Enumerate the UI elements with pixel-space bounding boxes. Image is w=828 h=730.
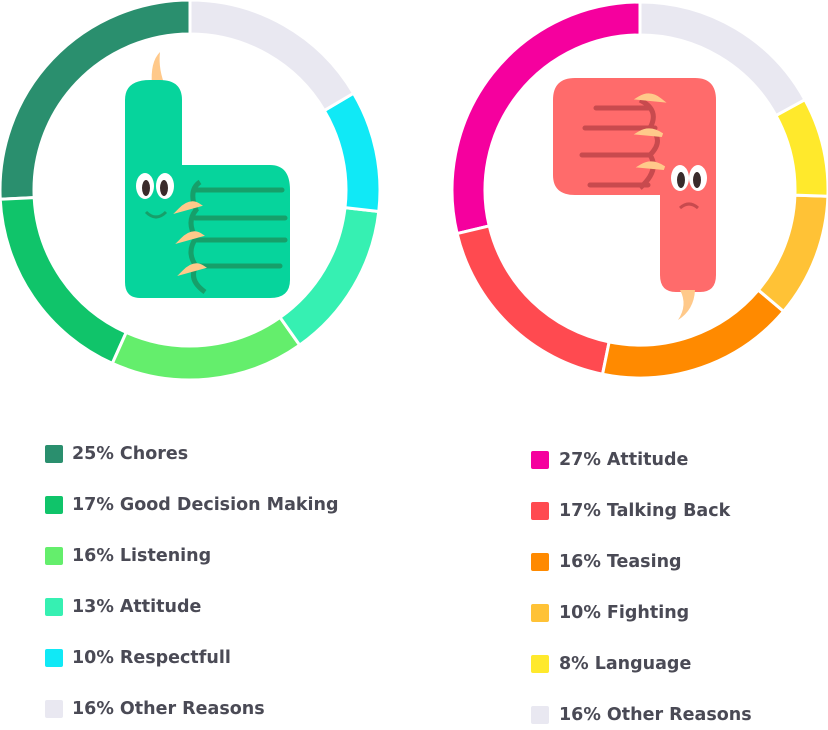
donut-segment xyxy=(277,205,381,348)
legend-label: 16% Listening xyxy=(72,546,211,566)
legend-label: 16% Other Reasons xyxy=(559,705,752,725)
donut-segment xyxy=(455,224,611,377)
donut-segment xyxy=(322,91,382,214)
legend-label: 17% Good Decision Making xyxy=(72,495,339,515)
legend-name: Good Decision Making xyxy=(120,495,339,515)
legend-swatch xyxy=(45,496,63,514)
donut-segment xyxy=(600,287,786,380)
legend-label: 16% Teasing xyxy=(559,552,682,572)
legend-swatch xyxy=(531,604,549,622)
legend-name: Listening xyxy=(120,546,211,566)
legend-value: 16% xyxy=(72,546,114,566)
legend-value: 27% xyxy=(559,450,601,470)
legend-value: 25% xyxy=(72,444,114,464)
legend-value: 8% xyxy=(559,654,589,674)
legend-label: 8% Language xyxy=(559,654,691,674)
legend-name: Fighting xyxy=(607,603,689,623)
legend-name: Language xyxy=(595,654,692,674)
legend-name: Attitude xyxy=(607,450,689,470)
legend-name: Other Reasons xyxy=(120,699,265,719)
legend-swatch xyxy=(531,706,549,724)
thumbs-up-illustration xyxy=(125,52,290,298)
legend-swatch xyxy=(531,451,549,469)
donut-segment xyxy=(638,0,807,118)
legend-swatch xyxy=(531,655,549,673)
legend-swatch xyxy=(531,553,549,571)
legend-value: 16% xyxy=(559,552,601,572)
legend-swatch xyxy=(45,598,63,616)
legend-value: 10% xyxy=(559,603,601,623)
legend-value: 17% xyxy=(559,501,601,521)
legend-label: 27% Attitude xyxy=(559,450,689,470)
donut-segment xyxy=(188,0,356,113)
legend-label: 16% Other Reasons xyxy=(72,699,265,719)
legend-value: 16% xyxy=(559,705,601,725)
legend-value: 17% xyxy=(72,495,114,515)
legend-label: 25% Chores xyxy=(72,444,188,464)
donut-segment xyxy=(110,315,302,382)
legend-swatch xyxy=(45,547,63,565)
legend-label: 10% Fighting xyxy=(559,603,689,623)
legend-name: Respectfull xyxy=(120,648,231,668)
legend-swatch xyxy=(45,445,63,463)
donut-segment xyxy=(0,196,129,366)
legend-label: 13% Attitude xyxy=(72,597,202,617)
donut-segment xyxy=(773,97,828,198)
legend-value: 16% xyxy=(72,699,114,719)
legend-label: 10% Respectfull xyxy=(72,648,231,668)
legend-name: Attitude xyxy=(120,597,202,617)
legend-name: Teasing xyxy=(607,552,682,572)
legend-swatch xyxy=(45,649,63,667)
legend-value: 10% xyxy=(72,648,114,668)
legend-value: 13% xyxy=(72,597,114,617)
thumbs-down-illustration xyxy=(553,78,716,320)
legend-swatch xyxy=(45,700,63,718)
legend-name: Talking Back xyxy=(607,501,731,521)
legend-swatch xyxy=(531,502,549,520)
legend-name: Chores xyxy=(120,444,188,464)
legend-label: 17% Talking Back xyxy=(559,501,731,521)
donut-segment xyxy=(756,193,828,314)
legend-name: Other Reasons xyxy=(607,705,752,725)
